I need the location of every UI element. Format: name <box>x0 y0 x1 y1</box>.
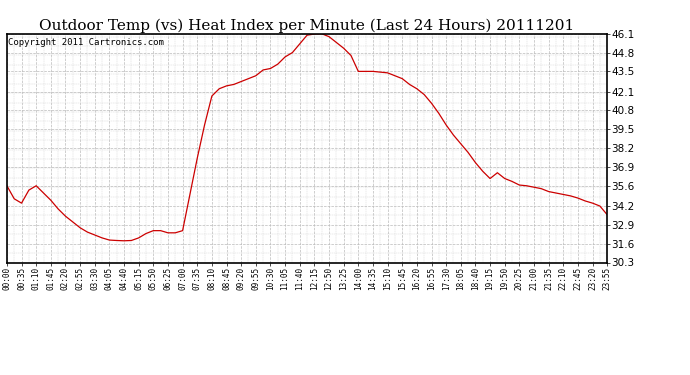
Text: Copyright 2011 Cartronics.com: Copyright 2011 Cartronics.com <box>8 38 164 47</box>
Title: Outdoor Temp (vs) Heat Index per Minute (Last 24 Hours) 20111201: Outdoor Temp (vs) Heat Index per Minute … <box>39 18 575 33</box>
